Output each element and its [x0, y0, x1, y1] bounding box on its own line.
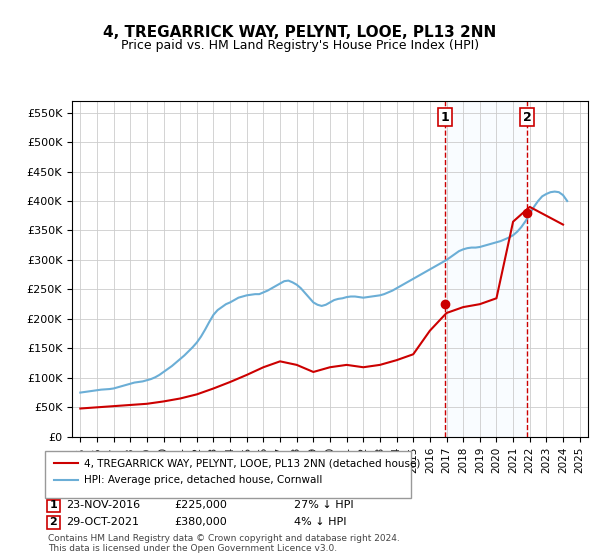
Text: Price paid vs. HM Land Registry's House Price Index (HPI): Price paid vs. HM Land Registry's House …: [121, 39, 479, 52]
Text: 2: 2: [523, 111, 531, 124]
Text: 29-OCT-2021: 29-OCT-2021: [66, 517, 139, 527]
Text: £225,000: £225,000: [174, 500, 227, 510]
Text: 4, TREGARRICK WAY, PELYNT, LOOE, PL13 2NN (detached house): 4, TREGARRICK WAY, PELYNT, LOOE, PL13 2N…: [84, 458, 421, 468]
Text: 4% ↓ HPI: 4% ↓ HPI: [294, 517, 347, 527]
Text: 2: 2: [50, 517, 57, 527]
Text: HPI: Average price, detached house, Cornwall: HPI: Average price, detached house, Corn…: [84, 475, 322, 486]
Text: This data is licensed under the Open Government Licence v3.0.: This data is licensed under the Open Gov…: [48, 544, 337, 553]
Text: 1: 1: [440, 111, 449, 124]
Text: 23-NOV-2016: 23-NOV-2016: [66, 500, 140, 510]
Text: 4, TREGARRICK WAY, PELYNT, LOOE, PL13 2NN: 4, TREGARRICK WAY, PELYNT, LOOE, PL13 2N…: [103, 25, 497, 40]
Bar: [445, 101, 527, 437]
Text: £380,000: £380,000: [174, 517, 227, 527]
Text: Contains HM Land Registry data © Crown copyright and database right 2024.: Contains HM Land Registry data © Crown c…: [48, 534, 400, 543]
Text: 1: 1: [50, 500, 57, 510]
Text: 27% ↓ HPI: 27% ↓ HPI: [294, 500, 353, 510]
